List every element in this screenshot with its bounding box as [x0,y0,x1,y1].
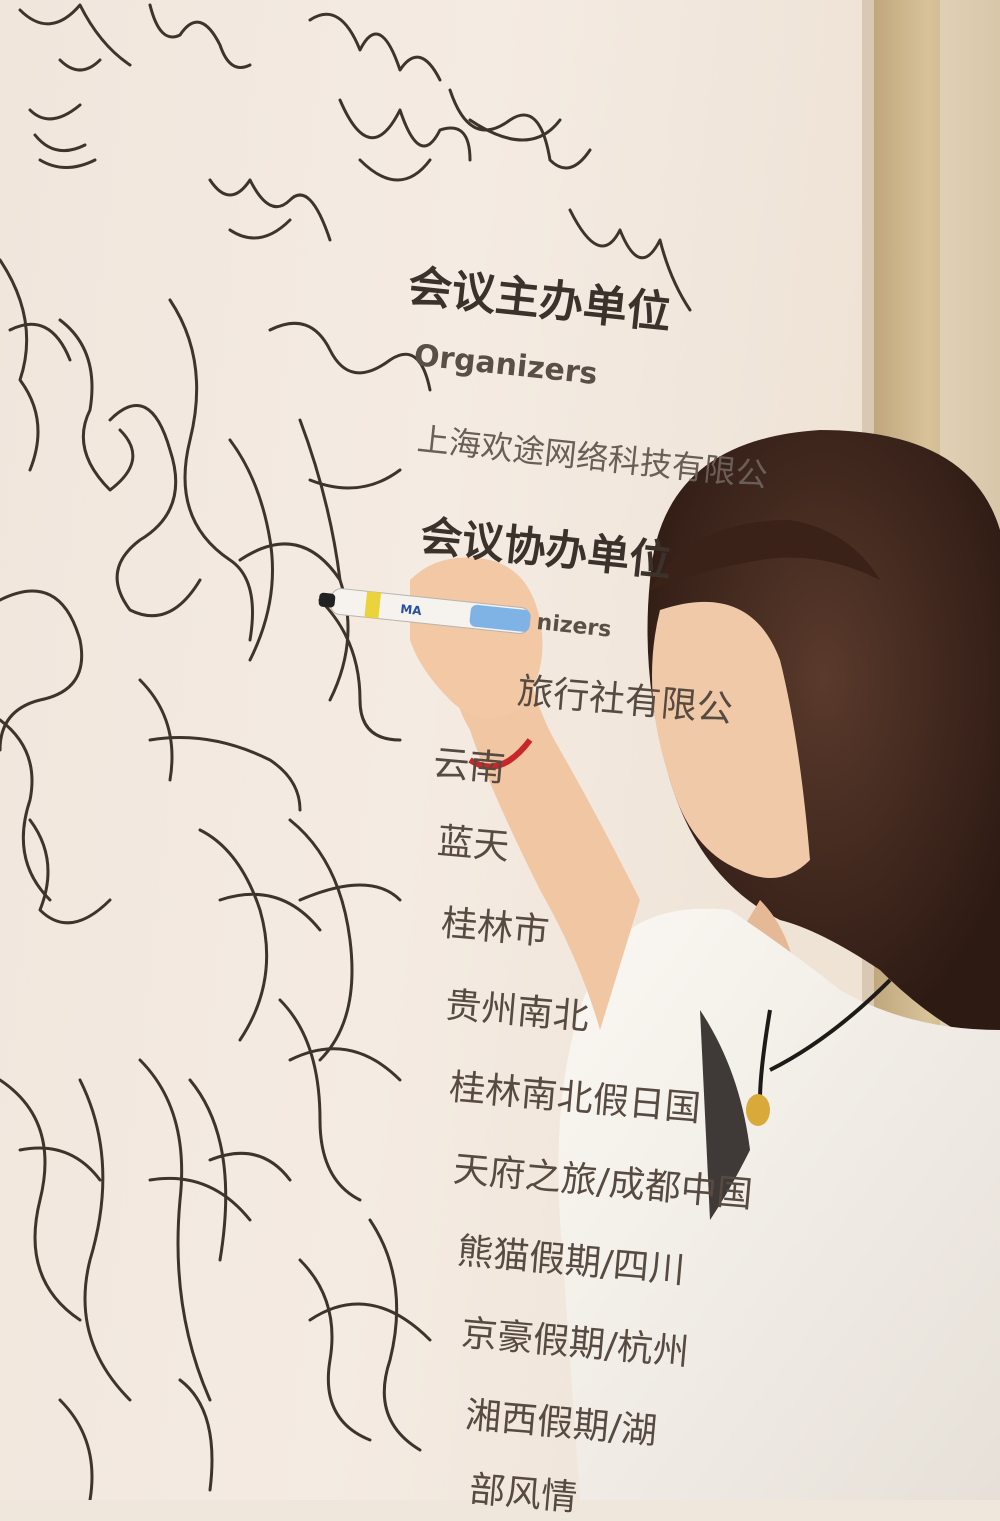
necklace-pendant [746,1094,770,1126]
co-organizer-item: 桂林市 [439,894,551,955]
co-organizer-item: 云南 [431,734,507,792]
co-organizer-item: 部风情 [467,1460,579,1521]
pen-label: MA [400,602,423,618]
co-organizer-item: 蓝天 [435,812,511,870]
